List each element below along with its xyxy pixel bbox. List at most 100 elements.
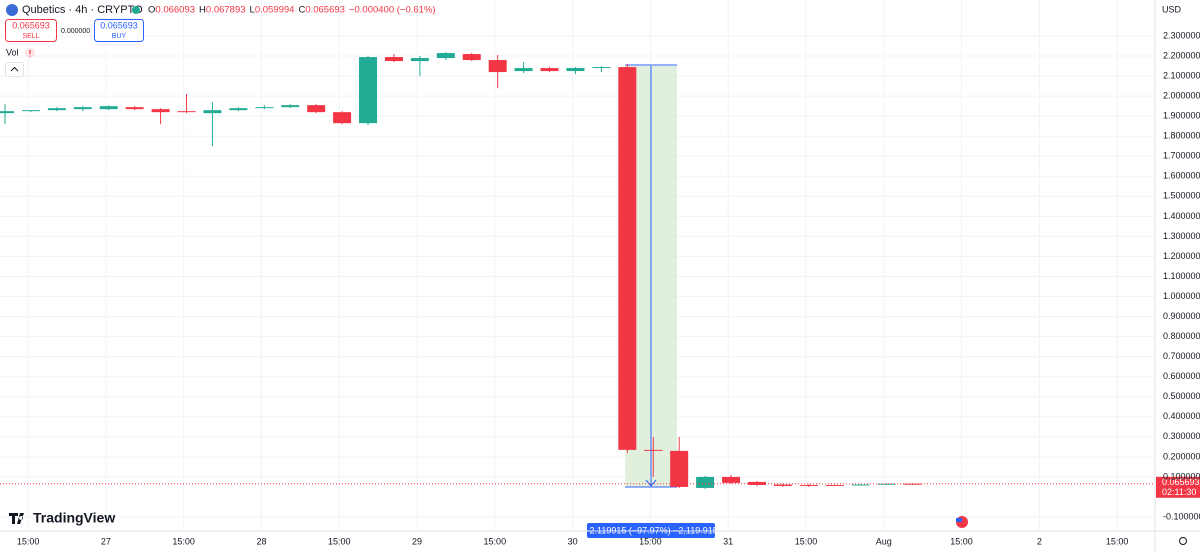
candle-body: [462, 54, 481, 61]
candle-body: [203, 110, 222, 114]
candle-body: [73, 107, 92, 110]
brand: TradingView: [33, 510, 115, 526]
status-dot: [132, 6, 140, 14]
candle-body: [566, 68, 585, 72]
x-tick-label: 15:00: [1106, 536, 1129, 546]
candle-body: [125, 107, 144, 110]
candle-body: [410, 58, 429, 62]
ohlc-key: L: [250, 5, 255, 16]
x-tick-label: 29: [412, 536, 422, 546]
collapse-button[interactable]: [5, 62, 24, 77]
x-tick-label: 15:00: [328, 536, 351, 546]
x-tick-label: 15:00: [950, 536, 973, 546]
y-tick-label: 1.200000: [1163, 251, 1200, 261]
spread: 0.000000: [61, 28, 90, 35]
y-tick-label: 0.700000: [1163, 351, 1200, 361]
candle-body: [488, 60, 507, 73]
y-tick-label: 0.400000: [1163, 411, 1200, 421]
grid: [0, 0, 1155, 531]
x-tick-label: 30: [568, 536, 578, 546]
y-tick-label: -0.100000: [1163, 511, 1200, 521]
y-tick-label: 2.100000: [1163, 70, 1200, 80]
candles: [0, 52, 922, 489]
y-tick-label: 0.800000: [1163, 331, 1200, 341]
buy-button[interactable]: [94, 19, 144, 42]
y-tick-label: 0.300000: [1163, 431, 1200, 441]
y-tick-label: 0.600000: [1163, 371, 1200, 381]
candle-body: [670, 450, 689, 487]
y-tick-label: 0.200000: [1163, 451, 1200, 461]
measure-arrowhead: [645, 479, 657, 487]
y-tick-label: 1.600000: [1163, 171, 1200, 181]
event-flag-canton: [956, 518, 962, 522]
x-tick-label: 31: [723, 536, 733, 546]
ohlc-key: H: [199, 5, 206, 16]
candle-body: [696, 476, 715, 488]
candle-body: [281, 105, 300, 108]
y-tick-label: 1.300000: [1163, 231, 1200, 241]
currency[interactable]: USD: [1162, 4, 1182, 14]
ohlc-key: O: [148, 5, 155, 16]
ohlc-value: 0.066093: [155, 5, 195, 16]
candle-body: [851, 484, 870, 486]
y-tick-label: 2.300000: [1163, 30, 1200, 40]
y-tick-label: 1.800000: [1163, 131, 1200, 141]
ohlc-legend: O 0.066093 H 0.067893 L 0.059994 C 0.065693 −0.0…: [148, 5, 436, 16]
buy-price: 0.065693: [100, 20, 138, 30]
price-tag: [1156, 476, 1200, 498]
candle-body: [618, 67, 637, 450]
ohlc-value: 0.059994: [255, 5, 295, 16]
candle-body: [255, 107, 274, 109]
collapse-icon: [10, 66, 19, 72]
y-tick-label: 1.100000: [1163, 271, 1200, 281]
y-tick-label: 1.700000: [1163, 151, 1200, 161]
candle-body: [540, 68, 559, 72]
x-tick-label: 2: [1037, 536, 1042, 546]
candle-body: [177, 111, 196, 113]
candle-body: [773, 484, 792, 486]
settings-icon[interactable]: [1179, 537, 1187, 545]
price-tag-price: 0.065693: [1162, 477, 1200, 487]
candle-body: [151, 109, 170, 113]
candle-body: [333, 112, 352, 124]
x-tick-label: 15:00: [795, 536, 818, 546]
y-tick-label: 2.200000: [1163, 50, 1200, 60]
x-tick-label: Aug: [876, 536, 892, 546]
x-tick-label: 28: [256, 536, 266, 546]
x-tick-label: 27: [101, 536, 111, 546]
candle-body: [722, 476, 741, 483]
x-tick-label: 15:00: [172, 536, 195, 546]
candle-body: [384, 57, 403, 62]
symbol-icon: [6, 4, 18, 16]
candle-body: [644, 449, 663, 451]
candle-body: [47, 108, 66, 111]
sell-price: 0.065693: [12, 20, 50, 30]
y-tick-label: 1.000000: [1163, 291, 1200, 301]
sell-label: SELL: [22, 33, 39, 40]
ohlc-value: 0.067893: [206, 5, 246, 16]
candle-body: [0, 111, 15, 114]
y-tick-label: 1.900000: [1163, 111, 1200, 121]
y-tick-label: 2.000000: [1163, 91, 1200, 101]
y-tick-label: 0.500000: [1163, 391, 1200, 401]
ohlc-change: −0.000400 (−0.61%): [349, 5, 436, 16]
price-tag-countdown: 02:11:30: [1162, 487, 1196, 497]
candle-body: [21, 110, 40, 112]
y-tick-label: 1.400000: [1163, 211, 1200, 221]
candle-body: [514, 68, 533, 72]
y-tick-label: 0.100000: [1163, 471, 1200, 481]
brand-logo: [9, 513, 24, 524]
candle-body: [229, 108, 248, 111]
sell-button[interactable]: [5, 19, 57, 42]
y-tick-label: 0.900000: [1163, 311, 1200, 321]
buy-label: BUY: [112, 33, 127, 40]
candle-body: [799, 484, 818, 486]
candle-body: [877, 483, 896, 485]
y-tick-label: 1.500000: [1163, 191, 1200, 201]
x-tick-label: 15:00: [17, 536, 40, 546]
symbol[interactable]: Qubetics · 4h · CRYPTO: [22, 4, 143, 16]
candle-body: [307, 105, 326, 113]
x-tick-label: 15:00: [639, 536, 662, 546]
